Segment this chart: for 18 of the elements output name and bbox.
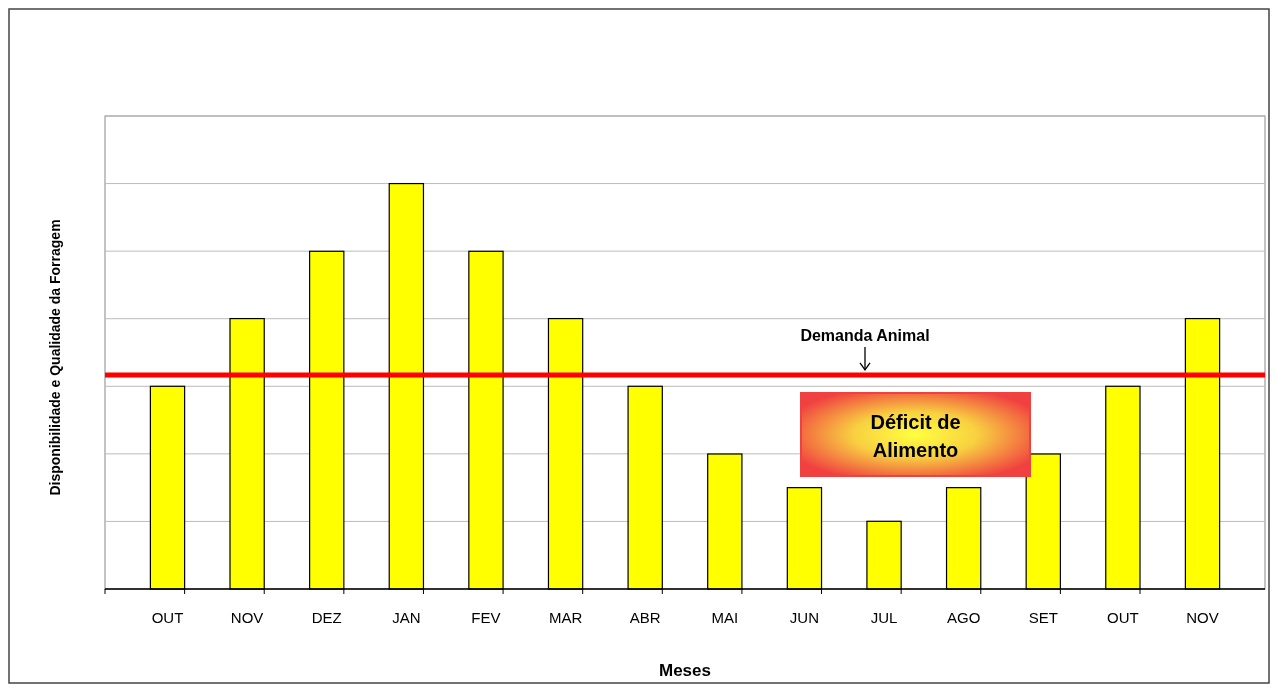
x-tick-label: ABR (629, 609, 661, 626)
x-tick-label: JAN (392, 609, 421, 626)
x-tick-label: JUN (789, 609, 820, 626)
x-tick-label: SET (1028, 609, 1058, 626)
x-tick-label: JUL (870, 609, 898, 626)
x-tick-label: NOV (230, 609, 264, 626)
x-tick-label: OUT (1107, 609, 1139, 626)
x-tick-label: FEV (471, 609, 501, 626)
x-tick-label: DEZ (311, 609, 342, 626)
x-tick-label: NOV (1186, 609, 1219, 626)
x-tick-label: MAI (711, 609, 739, 626)
ref-line-label: Demanda Animal (800, 326, 930, 344)
annotation: Déficit de Alimento (870, 411, 961, 461)
x-tick-label: OUT (151, 609, 184, 626)
x-tick-label: AGO (946, 609, 981, 626)
x-tick-label: MAR (548, 609, 583, 626)
x-axis-title: Meses (659, 661, 711, 680)
y-axis-title: Disponibilidade e Qualidade da Forragem (47, 219, 63, 496)
